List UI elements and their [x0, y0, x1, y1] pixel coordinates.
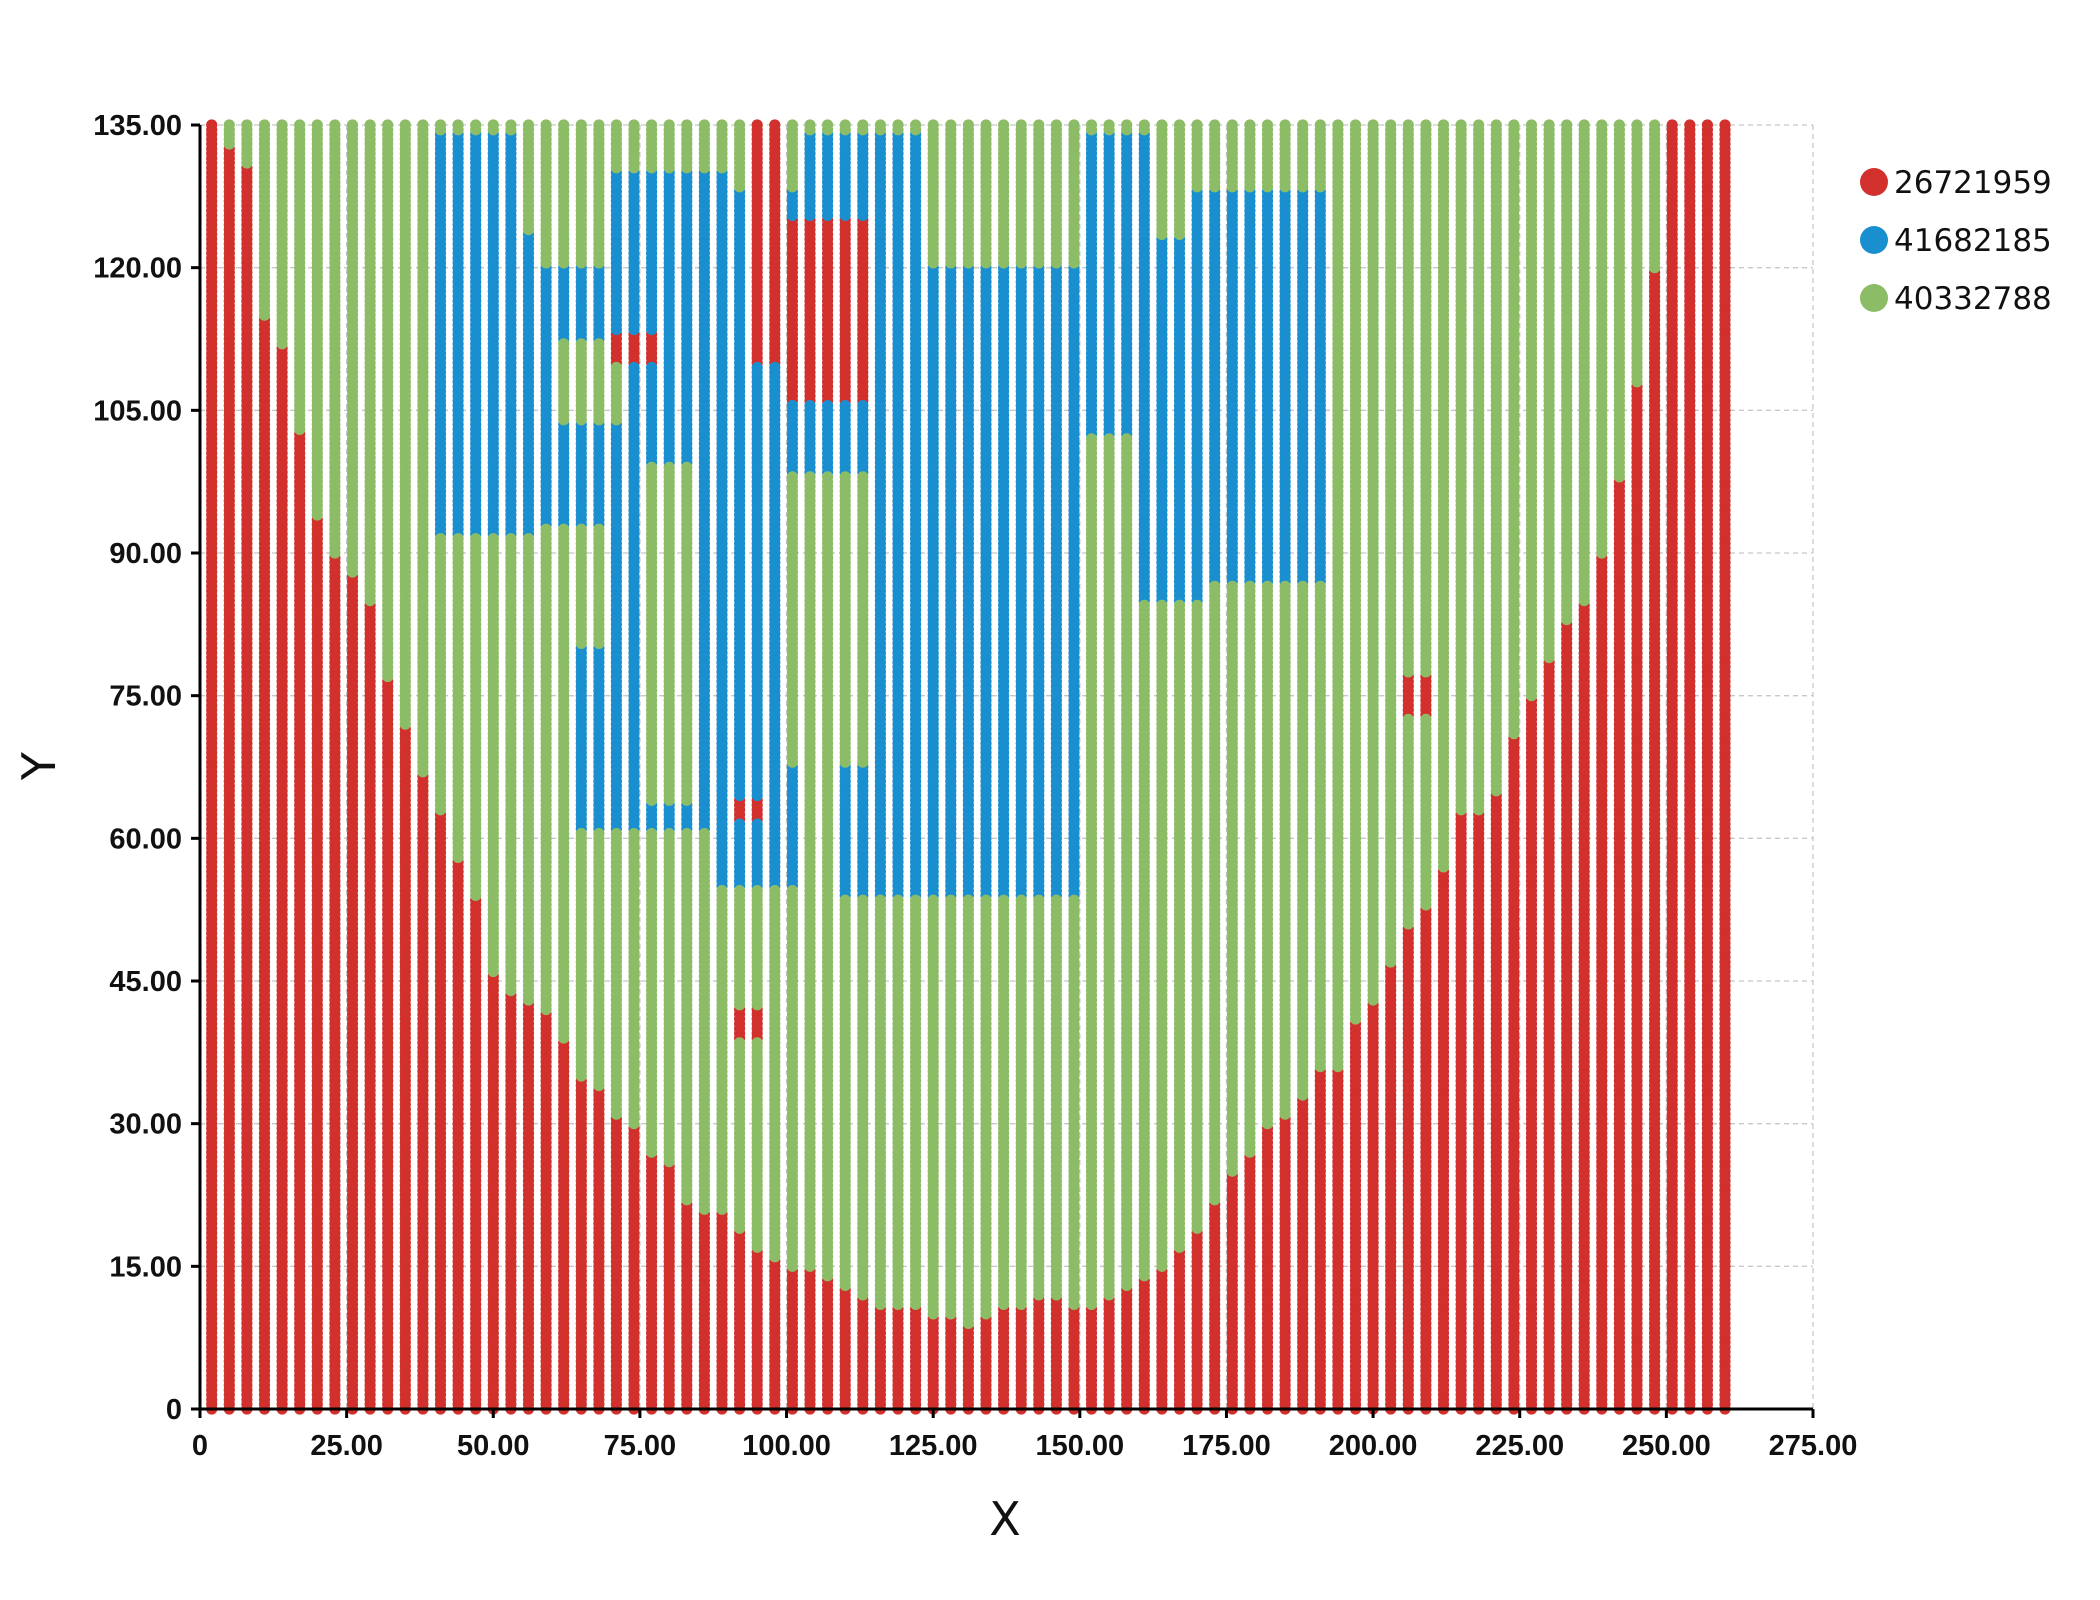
data-point [769, 119, 781, 131]
data-point [206, 119, 218, 131]
data-points [206, 119, 1731, 1415]
series-26721959-points [206, 119, 1731, 1415]
data-point [751, 119, 763, 131]
